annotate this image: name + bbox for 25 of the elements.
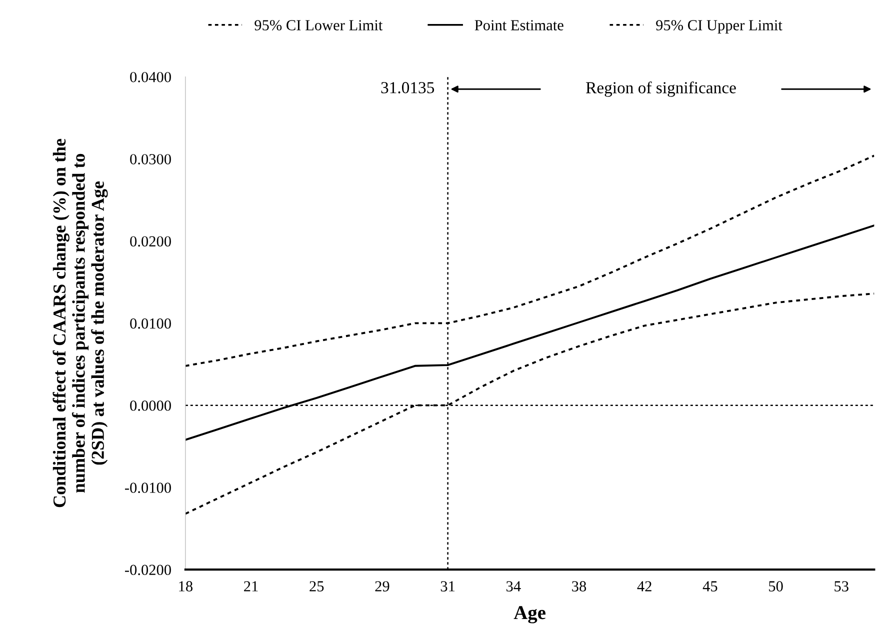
x-tick-label: 42 — [637, 581, 652, 592]
x-axis-title: Age — [514, 606, 546, 624]
x-tick-label: 38 — [572, 581, 586, 592]
y-tick-label: 0.0100 — [130, 318, 171, 329]
y-tick-label: 0.0300 — [130, 154, 171, 164]
x-tick-label: 29 — [375, 581, 390, 592]
x-tick-label: 21 — [244, 581, 258, 592]
x-tick-label: 25 — [310, 581, 324, 592]
y-tick-label: 0.0200 — [130, 236, 171, 247]
annotation: Region of significance — [586, 81, 736, 97]
ref-line-label: 31.0135 — [381, 82, 434, 94]
x-tick-label: 18 — [179, 581, 192, 592]
x-tick-label: 53 — [834, 581, 848, 592]
y-tick-label: -0.0200 — [125, 564, 171, 576]
x-tick-label: 34 — [506, 581, 521, 592]
legend-label: 95% CI Upper Limit — [656, 20, 782, 34]
y-tick-label: -0.0100 — [125, 482, 171, 493]
x-tick-label: 31 — [440, 581, 455, 592]
x-tick-label: 50 — [769, 581, 783, 592]
legend-label: 95% CI Lower Limit — [254, 20, 383, 30]
y-axis-title: Conditional effect of CAARS change (%) on the number of indices participants responded to (2SD) at values of the moderator Age — [52, 138, 108, 508]
x-tick-label: 45 — [702, 581, 718, 592]
y-tick-label: 0.0400 — [130, 72, 171, 82]
y-tick-label: 0.0000 — [130, 400, 171, 411]
legend-label: Point Estimate — [474, 20, 564, 30]
